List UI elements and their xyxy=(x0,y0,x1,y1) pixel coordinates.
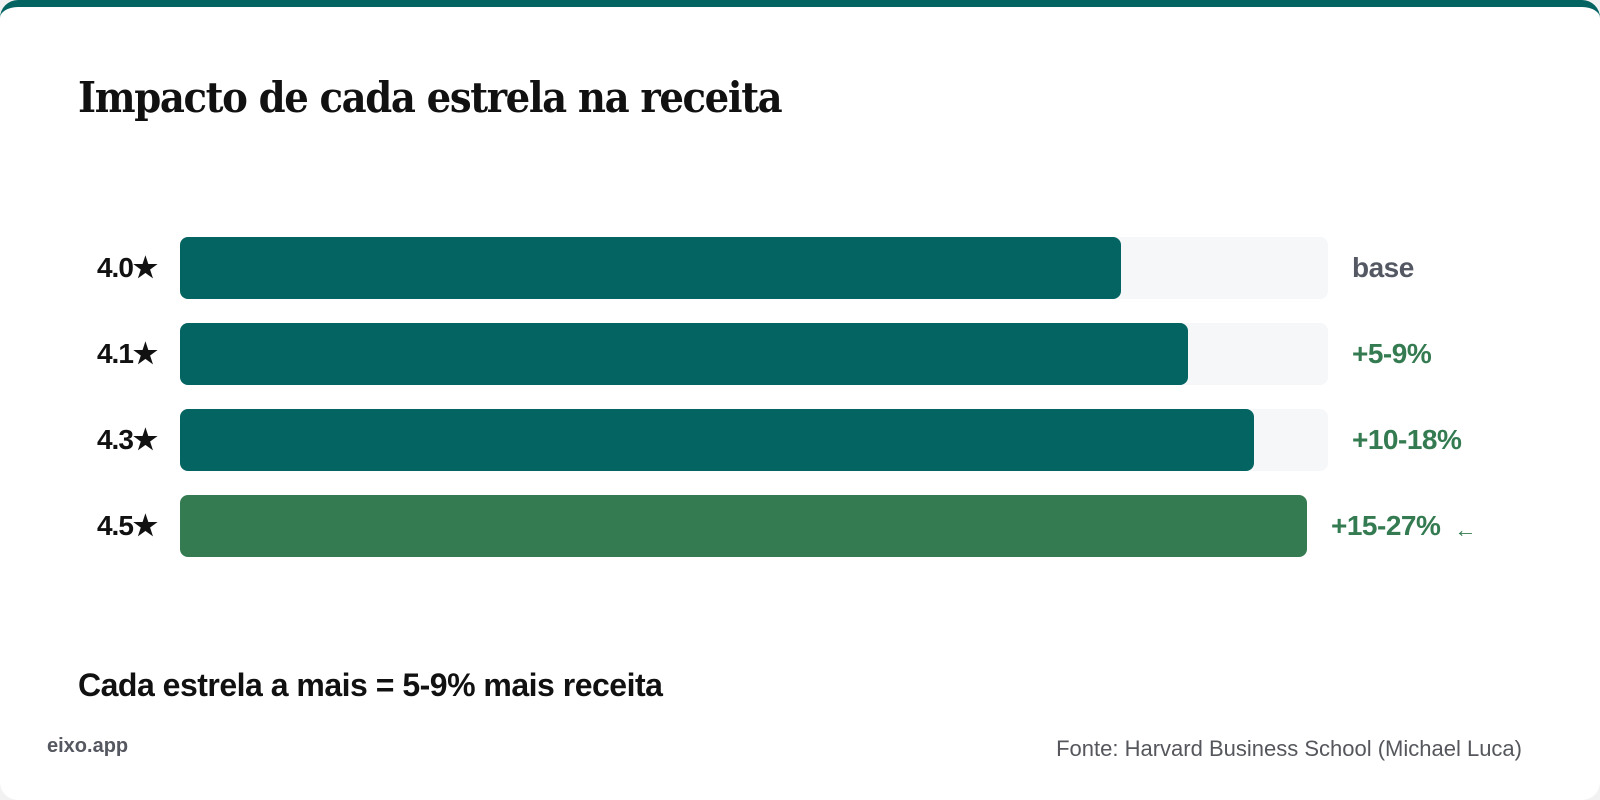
chart-title: Impacto de cada estrela na receita xyxy=(78,73,783,122)
arrow-left-icon: ← xyxy=(1454,517,1476,542)
bar-row-4-1: 4.1★ +5-9% xyxy=(0,323,1600,385)
rating-label: 4.1★ xyxy=(96,338,158,369)
bar-fill xyxy=(180,323,1188,385)
bar-fill xyxy=(180,237,1121,299)
value-text: +15-27% xyxy=(1331,510,1441,541)
value-label: +5-9% xyxy=(1352,338,1432,369)
rating-label: 4.3★ xyxy=(96,424,158,455)
rating-label: 4.0★ xyxy=(96,252,158,283)
bar-fill xyxy=(180,409,1254,471)
bar-row-4-0: 4.0★ base xyxy=(0,237,1600,299)
rating-label: 4.5★ xyxy=(96,510,158,541)
bar-fill-highlight xyxy=(180,495,1307,557)
source-label: Fonte: Harvard Business School (Michael … xyxy=(1056,736,1522,761)
brand-label: eixo.app xyxy=(47,735,129,757)
value-label: base xyxy=(1352,252,1414,283)
bar-row-4-3: 4.3★ +10-18% xyxy=(0,409,1600,471)
value-label: +15-27% ← xyxy=(1331,495,1476,557)
summary-text: Cada estrela a mais = 5-9% mais receita xyxy=(78,667,663,703)
value-label: +10-18% xyxy=(1352,424,1462,455)
bar-row-4-5: 4.5★ +15-27% ← xyxy=(0,495,1600,557)
